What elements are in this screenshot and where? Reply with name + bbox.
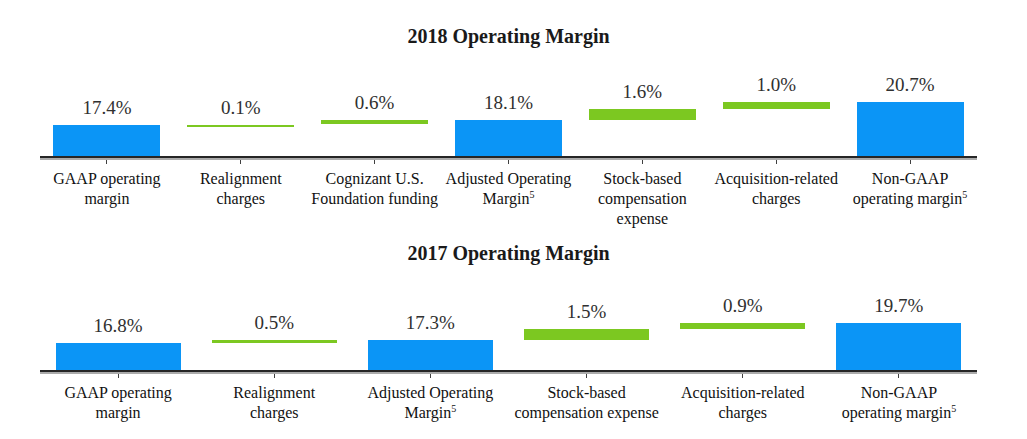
axis-tick (240, 158, 241, 164)
category-label: Non-GAAPoperating margin5 (811, 383, 987, 423)
waterfall-bar-total (857, 102, 964, 156)
waterfall-bar-delta (589, 109, 696, 120)
category-label: Adjusted OperatingMargin5 (342, 383, 518, 423)
category-label: Realignmentcharges (164, 169, 318, 209)
axis-tick (742, 372, 743, 378)
waterfall-bar-total (455, 120, 562, 156)
waterfall-bar-delta (321, 120, 428, 124)
category-label: Stock-basedcompensationexpense (565, 169, 719, 229)
waterfall-bar-delta (212, 340, 337, 344)
category-label: Adjusted OperatingMargin5 (432, 169, 586, 209)
value-label: 1.5% (509, 301, 665, 323)
category-label: Acquisition-relatedcharges (655, 383, 831, 423)
category-label: Cognizant U.S.Foundation funding (298, 169, 452, 209)
axis-tick (118, 372, 119, 378)
value-label: 1.0% (709, 74, 843, 96)
category-label: Realignmentcharges (186, 383, 362, 423)
waterfall-bar-total (836, 323, 961, 370)
value-label: 0.6% (308, 92, 442, 114)
waterfall-bar-total (56, 343, 181, 370)
value-label: 16.8% (40, 315, 196, 337)
waterfall-bar-delta (524, 329, 649, 340)
x-axis-line (40, 370, 977, 372)
axis-tick (898, 372, 899, 378)
value-label: 17.4% (40, 97, 174, 119)
operating-margin-waterfall-charts: 2018 Operating Margin 17.4%GAAP operatin… (0, 0, 1027, 439)
chart-2017-operating-margin: 2017 Operating Margin 16.8%GAAP operatin… (0, 232, 1027, 439)
category-label: Non-GAAPoperating margin5 (833, 169, 987, 209)
value-label: 19.7% (821, 295, 977, 317)
value-label: 20.7% (843, 74, 977, 96)
value-label: 0.5% (196, 312, 352, 334)
category-label: Stock-basedcompensation expense (499, 383, 675, 423)
axis-tick (106, 158, 107, 164)
waterfall-bar-delta (187, 125, 294, 128)
x-axis-line (40, 156, 977, 158)
axis-tick (776, 158, 777, 164)
value-label: 18.1% (442, 92, 576, 114)
waterfall-bar-delta (723, 102, 830, 109)
category-label: GAAP operatingmargin (30, 383, 206, 423)
category-label: Acquisition-relatedcharges (699, 169, 853, 209)
chart-plot-2017: 16.8% GAAP operatingmargin 0.5% Realignment… (0, 232, 1027, 439)
value-label: 1.6% (575, 81, 709, 103)
axis-tick (508, 158, 509, 164)
axis-tick (586, 372, 587, 378)
axis-tick (430, 372, 431, 378)
waterfall-bar-delta (680, 323, 805, 329)
chart-2018-operating-margin: 2018 Operating Margin 17.4%GAAP operatin… (0, 0, 1027, 232)
axis-tick (642, 158, 643, 164)
axis-tick (274, 372, 275, 378)
value-label: 0.9% (665, 295, 821, 317)
chart-plot-2018: 17.4% GAAP operatingmargin 0.1% Realignment… (0, 0, 1027, 232)
axis-tick (910, 158, 911, 164)
category-label: GAAP operatingmargin (30, 169, 184, 209)
waterfall-bar-total (53, 125, 160, 156)
value-label: 0.1% (174, 97, 308, 119)
axis-tick (374, 158, 375, 164)
value-label: 17.3% (352, 312, 508, 334)
waterfall-bar-total (368, 340, 493, 370)
